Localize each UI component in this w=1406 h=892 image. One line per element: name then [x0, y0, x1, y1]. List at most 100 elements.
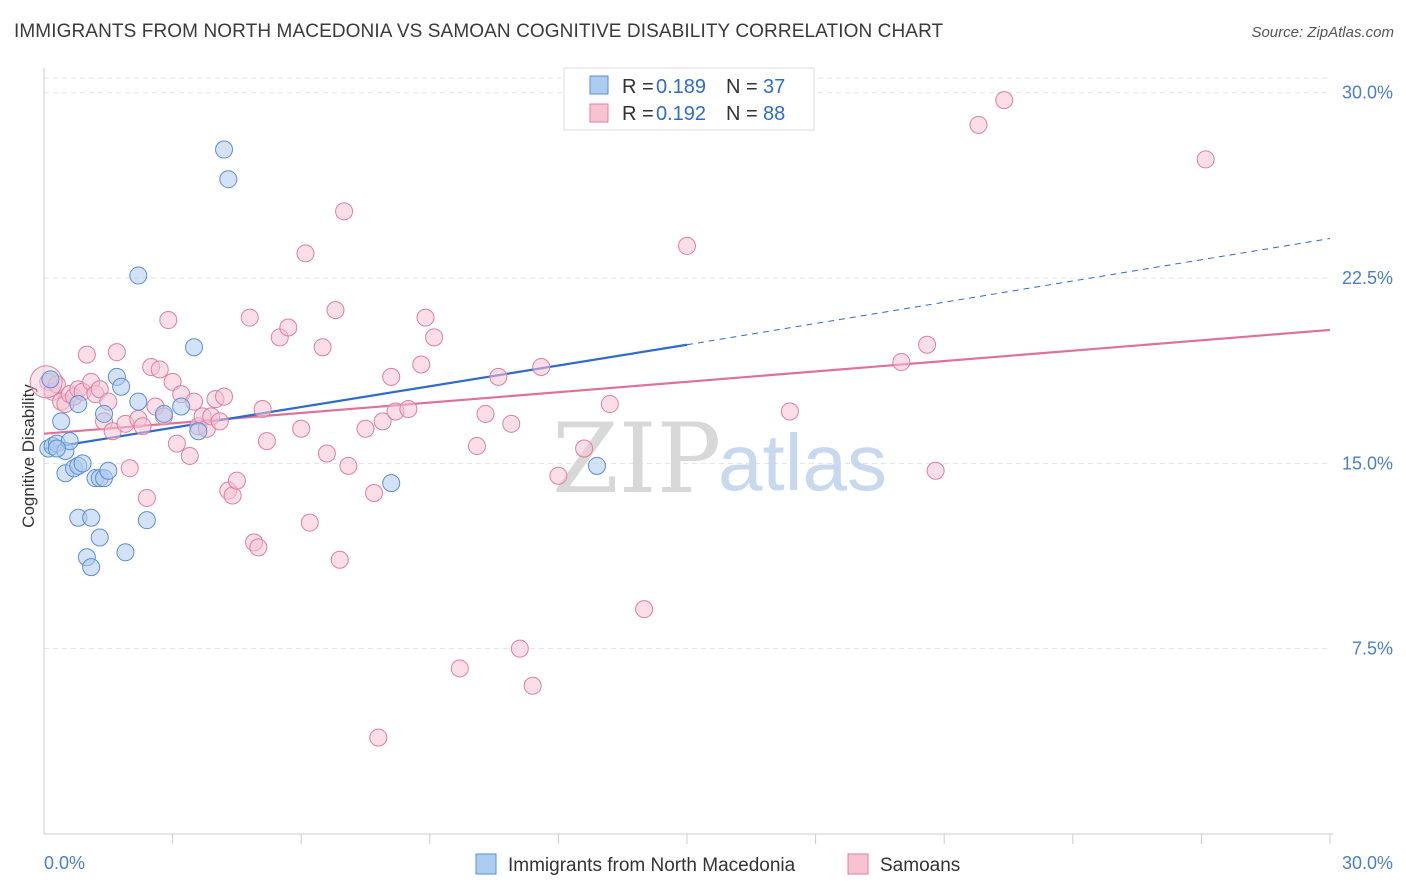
samoans-point [412, 355, 431, 374]
north-macedonia-point [99, 461, 118, 480]
samoans-point [575, 439, 594, 458]
legend-r-label-pink: R = [622, 103, 654, 125]
samoans-point [356, 419, 375, 438]
north-macedonia-point [95, 404, 114, 423]
samoans-point [249, 538, 268, 557]
samoans-point [678, 236, 696, 255]
north-macedonia-point [185, 338, 204, 357]
north-macedonia-point [41, 370, 60, 389]
x-tick-label-max: 30.0% [1342, 853, 1393, 873]
legend-swatch-blue [589, 75, 609, 95]
samoans-point [223, 486, 242, 505]
samoans-point [780, 402, 799, 421]
samoans-point [296, 244, 315, 263]
samoans-point [995, 91, 1014, 110]
samoans-point [532, 357, 551, 376]
y-tick-labels: 7.5% 15.0% 22.5% 30.0% [1342, 83, 1393, 659]
samoans-point [382, 367, 401, 386]
series-legend: Immigrants from North Macedonia Samoans [475, 853, 960, 876]
north-macedonia-points [39, 140, 606, 577]
gridlines [44, 77, 1330, 650]
samoans-point [369, 728, 388, 747]
samoans-point [450, 659, 469, 678]
north-macedonia-point [215, 140, 234, 159]
y-tick-label: 7.5% [1352, 639, 1393, 659]
north-macedonia-point [82, 508, 101, 527]
samoans-point [253, 399, 272, 418]
samoans-point [159, 311, 178, 330]
samoans-point [133, 417, 152, 436]
north-macedonia-point [90, 528, 109, 547]
samoans-point [137, 488, 156, 507]
legend-r-label-blue: R = [622, 76, 654, 98]
samoans-point [292, 419, 311, 438]
north-macedonia-point [52, 412, 71, 431]
samoans-point [326, 301, 345, 320]
samoans-point [425, 328, 444, 347]
samoans-point [150, 360, 169, 379]
bottom-legend-swatch-pink [847, 853, 869, 875]
north-macedonia-point [155, 404, 174, 423]
samoans-point [918, 335, 937, 354]
x-tick-marks [172, 834, 1331, 844]
north-macedonia-point [47, 439, 66, 458]
north-macedonia-point [172, 397, 191, 416]
samoans-point [317, 444, 336, 463]
y-tick-label: 22.5% [1342, 268, 1393, 288]
samoans-point [77, 345, 96, 364]
samoans-point [330, 550, 349, 569]
legend-n-label-pink: N = [726, 103, 758, 125]
samoans-point [416, 308, 435, 327]
samoans-point [240, 308, 259, 327]
samoans-point [510, 639, 529, 658]
samoans-point [635, 600, 654, 619]
correlation-legend: R = 0.189 N = 37 R = 0.192 N = 88 [563, 67, 815, 131]
watermark: ZIP atlas [552, 403, 887, 515]
y-tick-label: 30.0% [1342, 83, 1393, 103]
samoans-point [365, 484, 384, 503]
bottom-legend-swatch-blue [475, 853, 497, 875]
source-credit: Source: ZipAtlas.com [1251, 24, 1394, 41]
samoans-point [279, 318, 298, 337]
samoans-point [339, 456, 358, 475]
samoans-point [502, 414, 521, 433]
samoans-point [523, 676, 542, 695]
north-macedonia-point [69, 395, 88, 414]
legend-n-value-pink: 88 [763, 103, 785, 125]
samoans-point [257, 432, 276, 451]
north-macedonia-trend-line [43, 343, 688, 450]
watermark-atlas: atlas [718, 418, 887, 507]
samoans-point [313, 338, 332, 357]
north-macedonia-point [112, 377, 131, 396]
samoans-point [300, 513, 319, 532]
samoans-point [215, 387, 234, 406]
samoans-point [1196, 150, 1215, 169]
samoans-point [180, 446, 199, 465]
north-macedonia-point [73, 454, 92, 473]
bottom-legend-label-blue: Immigrants from North Macedonia [508, 855, 796, 876]
north-macedonia-point [82, 558, 101, 577]
north-macedonia-trend-extension [686, 238, 1331, 346]
north-macedonia-point [116, 543, 135, 562]
y-axis-label: Cognitive Disability [19, 384, 38, 528]
north-macedonia-point [189, 422, 208, 441]
samoans-point [167, 434, 186, 453]
legend-r-value-pink: 0.192 [656, 103, 706, 125]
samoans-point [476, 404, 495, 423]
north-macedonia-point [587, 456, 606, 475]
chart-title: IMMIGRANTS FROM NORTH MACEDONIA VS SAMOA… [14, 21, 944, 42]
samoans-point [926, 461, 945, 480]
samoans-point [107, 343, 126, 362]
legend-r-value-blue: 0.189 [656, 76, 706, 98]
samoans-point [399, 399, 418, 418]
legend-swatch-pink [589, 103, 609, 123]
samoans-point [467, 437, 486, 456]
north-macedonia-point [129, 392, 148, 411]
legend-n-label-blue: N = [726, 76, 758, 98]
north-macedonia-point [382, 474, 401, 493]
samoans-point [600, 395, 619, 414]
samoans-point [120, 459, 139, 478]
y-tick-label: 15.0% [1342, 453, 1393, 473]
watermark-zip: ZIP [552, 403, 721, 515]
legend-n-value-blue: 37 [763, 76, 785, 98]
